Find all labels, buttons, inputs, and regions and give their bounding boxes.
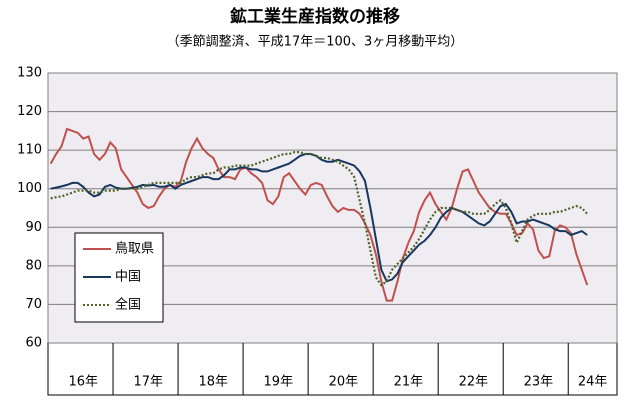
x-tick-label: 19年 [264, 375, 294, 390]
x-tick-label: 17年 [133, 375, 163, 390]
y-tick-label: 130 [17, 66, 42, 81]
chart-title: 鉱工業生産指数の推移 [230, 6, 400, 27]
legend-label: 中国 [115, 270, 141, 285]
category-band [47, 342, 618, 396]
y-tick-label: 80 [25, 258, 42, 273]
y-tick-label: 110 [17, 143, 42, 158]
x-tick-label: 24年 [578, 375, 608, 390]
y-tick-label: 120 [17, 104, 42, 119]
y-tick-label: 90 [25, 220, 42, 235]
y-tick-label: 70 [25, 297, 42, 312]
x-tick-label: 22年 [459, 375, 489, 390]
x-tick-label: 20年 [329, 375, 359, 390]
legend-label: 全国 [115, 297, 141, 313]
series-line [49, 127, 589, 302]
x-tick-label: 21年 [394, 375, 424, 390]
x-tick-label: 16年 [68, 375, 98, 390]
x-tick-label: 23年 [524, 375, 554, 390]
series-line [50, 153, 588, 283]
y-tick-label: 100 [17, 181, 42, 196]
legend-label: 鳥取県 [115, 242, 154, 257]
x-tick-label: 18年 [199, 375, 229, 390]
y-tick-label: 60 [25, 336, 42, 351]
chart-subtitle: （季節調整済、平成17年＝100、3ヶ月移動平均） [167, 34, 464, 50]
